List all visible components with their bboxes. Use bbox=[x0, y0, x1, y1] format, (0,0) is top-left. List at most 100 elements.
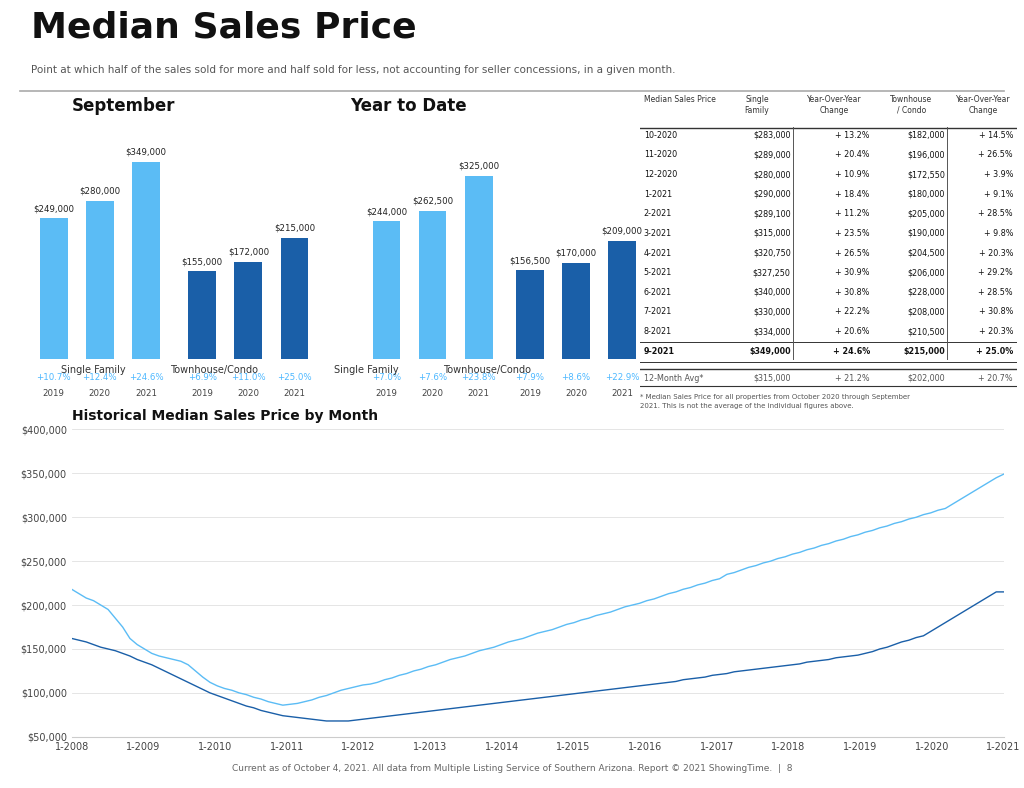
Text: $206,000: $206,000 bbox=[907, 268, 945, 277]
Text: $349,000: $349,000 bbox=[125, 148, 167, 157]
Text: + 20.7%: + 20.7% bbox=[979, 374, 1013, 383]
Text: $228,000: $228,000 bbox=[907, 288, 945, 297]
Text: +8.6%: +8.6% bbox=[561, 373, 591, 381]
Text: Single Family: Single Family bbox=[61, 365, 126, 374]
Text: +11.0%: +11.0% bbox=[231, 373, 265, 381]
Text: $215,000: $215,000 bbox=[273, 223, 315, 232]
Text: + 29.2%: + 29.2% bbox=[978, 268, 1013, 277]
Text: Townhouse/Condo: Townhouse/Condo bbox=[907, 429, 984, 439]
Text: +24.6%: +24.6% bbox=[129, 373, 163, 381]
Text: + 28.5%: + 28.5% bbox=[979, 288, 1013, 297]
Text: 2020: 2020 bbox=[89, 389, 111, 398]
Text: 12-Month Avg*: 12-Month Avg* bbox=[644, 374, 703, 383]
Text: 2019: 2019 bbox=[376, 389, 397, 398]
Text: $283,000: $283,000 bbox=[754, 131, 791, 139]
Bar bbox=[188, 271, 216, 359]
Text: + 22.2%: + 22.2% bbox=[836, 307, 869, 317]
Text: + 30.9%: + 30.9% bbox=[836, 268, 869, 277]
Text: $172,000: $172,000 bbox=[227, 247, 269, 257]
Text: + 13.2%: + 13.2% bbox=[836, 131, 869, 139]
Text: +22.9%: +22.9% bbox=[605, 373, 639, 381]
Text: 2019: 2019 bbox=[191, 389, 213, 398]
Text: 2-2021: 2-2021 bbox=[644, 210, 672, 218]
Text: September: September bbox=[72, 98, 175, 115]
Text: 2021: 2021 bbox=[135, 389, 157, 398]
Text: Point at which half of the sales sold for more and half sold for less, not accou: Point at which half of the sales sold fo… bbox=[31, 65, 675, 75]
Bar bbox=[132, 162, 160, 359]
Text: $244,000: $244,000 bbox=[366, 207, 408, 216]
Text: 7-2021: 7-2021 bbox=[644, 307, 672, 317]
Text: + 30.8%: + 30.8% bbox=[979, 307, 1013, 317]
Text: $249,000: $249,000 bbox=[33, 204, 75, 214]
Text: $204,500: $204,500 bbox=[907, 248, 945, 258]
Text: + 11.2%: + 11.2% bbox=[836, 210, 869, 218]
Text: Year-Over-Year
Change: Year-Over-Year Change bbox=[955, 95, 1011, 115]
Text: +7.9%: +7.9% bbox=[515, 373, 545, 381]
Text: + 10.9%: + 10.9% bbox=[836, 170, 869, 179]
Text: $196,000: $196,000 bbox=[907, 151, 945, 159]
Text: $280,000: $280,000 bbox=[754, 170, 791, 179]
Text: + 23.5%: + 23.5% bbox=[836, 229, 869, 238]
Text: $349,000: $349,000 bbox=[750, 347, 791, 355]
Bar bbox=[281, 237, 308, 359]
Text: $290,000: $290,000 bbox=[753, 190, 791, 199]
Text: $327,250: $327,250 bbox=[753, 268, 791, 277]
Text: + 20.3%: + 20.3% bbox=[979, 248, 1013, 258]
Text: 5-2021: 5-2021 bbox=[644, 268, 672, 277]
Text: Townhouse
/ Condo: Townhouse / Condo bbox=[890, 95, 933, 115]
Text: + 20.6%: + 20.6% bbox=[836, 327, 869, 336]
Text: $315,000: $315,000 bbox=[754, 229, 791, 238]
Bar bbox=[234, 262, 262, 359]
Text: 4-2021: 4-2021 bbox=[644, 248, 672, 258]
Text: $280,000: $280,000 bbox=[79, 187, 121, 195]
Text: +12.4%: +12.4% bbox=[83, 373, 117, 381]
Text: $170,000: $170,000 bbox=[555, 249, 597, 258]
Text: + 28.5%: + 28.5% bbox=[979, 210, 1013, 218]
Text: $182,000: $182,000 bbox=[907, 131, 945, 139]
Text: $325,000: $325,000 bbox=[458, 162, 500, 170]
Text: Median Sales Price: Median Sales Price bbox=[644, 95, 716, 104]
Text: 1-2021: 1-2021 bbox=[644, 190, 672, 199]
Text: Townhouse/Condo: Townhouse/Condo bbox=[170, 365, 258, 374]
Bar bbox=[40, 218, 68, 359]
Bar bbox=[86, 201, 114, 359]
Text: $210,500: $210,500 bbox=[907, 327, 945, 336]
Text: $180,000: $180,000 bbox=[908, 190, 945, 199]
Text: $209,000: $209,000 bbox=[601, 227, 643, 236]
Text: $155,000: $155,000 bbox=[181, 257, 223, 266]
Text: $262,500: $262,500 bbox=[412, 196, 454, 206]
Text: 2019: 2019 bbox=[43, 389, 65, 398]
Text: $334,000: $334,000 bbox=[754, 327, 791, 336]
Text: $320,750: $320,750 bbox=[753, 248, 791, 258]
Text: + 9.8%: + 9.8% bbox=[984, 229, 1013, 238]
Text: +6.9%: +6.9% bbox=[187, 373, 217, 381]
Bar bbox=[516, 270, 544, 359]
Text: Single
Family: Single Family bbox=[744, 95, 769, 115]
Text: +7.6%: +7.6% bbox=[418, 373, 447, 381]
Text: 2021: 2021 bbox=[468, 389, 489, 398]
Text: $215,000: $215,000 bbox=[903, 347, 945, 355]
Text: 2021: 2021 bbox=[284, 389, 305, 398]
Text: + 9.1%: + 9.1% bbox=[984, 190, 1013, 199]
Text: 12-2020: 12-2020 bbox=[644, 170, 677, 179]
Text: $190,000: $190,000 bbox=[907, 229, 945, 238]
Text: 2019: 2019 bbox=[519, 389, 541, 398]
Text: 10-2020: 10-2020 bbox=[644, 131, 677, 139]
Bar bbox=[608, 241, 636, 359]
Text: $205,000: $205,000 bbox=[907, 210, 945, 218]
Text: + 20.4%: + 20.4% bbox=[836, 151, 869, 159]
Text: 2020: 2020 bbox=[565, 389, 587, 398]
Text: Townhouse/Condo: Townhouse/Condo bbox=[443, 365, 531, 374]
Text: + 18.4%: + 18.4% bbox=[836, 190, 869, 199]
Text: Median Sales Price: Median Sales Price bbox=[31, 11, 417, 45]
Text: $340,000: $340,000 bbox=[754, 288, 791, 297]
Text: + 20.3%: + 20.3% bbox=[979, 327, 1013, 336]
Text: + 26.5%: + 26.5% bbox=[979, 151, 1013, 159]
Text: Year to Date: Year to Date bbox=[350, 98, 467, 115]
Text: + 24.6%: + 24.6% bbox=[833, 347, 869, 355]
Text: +7.0%: +7.0% bbox=[372, 373, 401, 381]
Bar bbox=[373, 221, 400, 359]
Text: Historical Median Sales Price by Month: Historical Median Sales Price by Month bbox=[72, 409, 378, 422]
Text: 6-2021: 6-2021 bbox=[644, 288, 672, 297]
Text: 3-2021: 3-2021 bbox=[644, 229, 672, 238]
